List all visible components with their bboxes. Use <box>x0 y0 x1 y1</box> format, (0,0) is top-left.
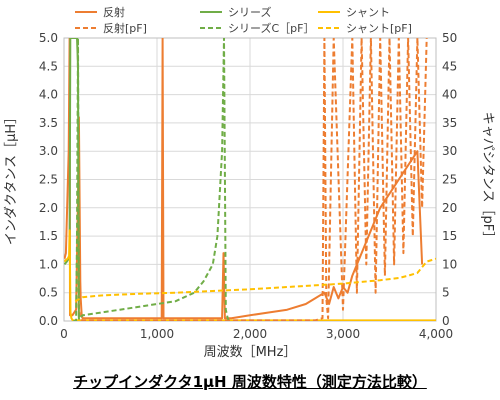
y-tick-label: 0.0 <box>39 314 58 328</box>
y2-tick-label: 40 <box>442 88 457 102</box>
legend-label-4: シリーズC［pF］ <box>228 21 314 35</box>
y-tick-label: 4.5 <box>39 59 58 73</box>
y-tick-label: 0.5 <box>39 286 58 300</box>
chart-caption: チップインダクタ1μH 周波数特性（測定方法比較） <box>73 373 427 391</box>
series-line-5 <box>74 257 436 303</box>
y-tick-label: 2.5 <box>39 173 58 187</box>
y-tick-label: 5.0 <box>39 31 58 45</box>
legend-label-1: シリーズ <box>228 5 271 19</box>
y2-tick-label: 15 <box>442 229 457 243</box>
y-tick-label: 2.0 <box>39 201 58 215</box>
legend-label-5: シャント[pF] <box>346 22 412 35</box>
y2-tick-label: 10 <box>442 257 457 271</box>
y2-tick-label: 20 <box>442 201 457 215</box>
y-axis-title: インダクタンス［μH］ <box>4 111 19 245</box>
series-layer <box>64 38 436 321</box>
axes: 0.0 00.5 51.0 101.5 152.0 202.5 253.0 303.5 354.… <box>39 31 457 341</box>
y2-tick-label: 0 <box>442 314 450 328</box>
x-tick-label: 3,000 <box>326 327 360 341</box>
series-line-4 <box>73 38 230 321</box>
legend-label-2: シャント <box>346 6 390 19</box>
y-tick-label: 3.0 <box>39 144 58 158</box>
y2-tick-label: 5 <box>442 286 450 300</box>
y-tick-label: 1.5 <box>39 229 58 243</box>
legend-label-3: 反射[pF] <box>103 21 147 35</box>
y-tick-label: 1.0 <box>39 257 58 271</box>
y2-tick-label: 45 <box>442 59 457 73</box>
series-line-2 <box>64 229 436 321</box>
y2-axis-title: キャパシタンス［pF］ <box>480 112 495 244</box>
y2-tick-label: 25 <box>442 173 457 187</box>
y2-tick-label: 30 <box>442 144 457 158</box>
y-tick-label: 3.5 <box>39 116 58 130</box>
x-axis-title: 周波数［MHz］ <box>204 345 297 360</box>
y-tick-label: 4.0 <box>39 88 58 102</box>
x-tick-label: 1,000 <box>140 327 174 341</box>
series-line-3 <box>77 38 428 321</box>
x-tick-label: 0 <box>60 327 68 341</box>
y2-tick-label: 50 <box>442 31 457 45</box>
legend-label-0: 反射 <box>103 5 125 19</box>
x-tick-label: 2,000 <box>233 327 267 341</box>
y2-tick-label: 35 <box>442 116 457 130</box>
x-tick-label: 4,000 <box>419 327 453 341</box>
